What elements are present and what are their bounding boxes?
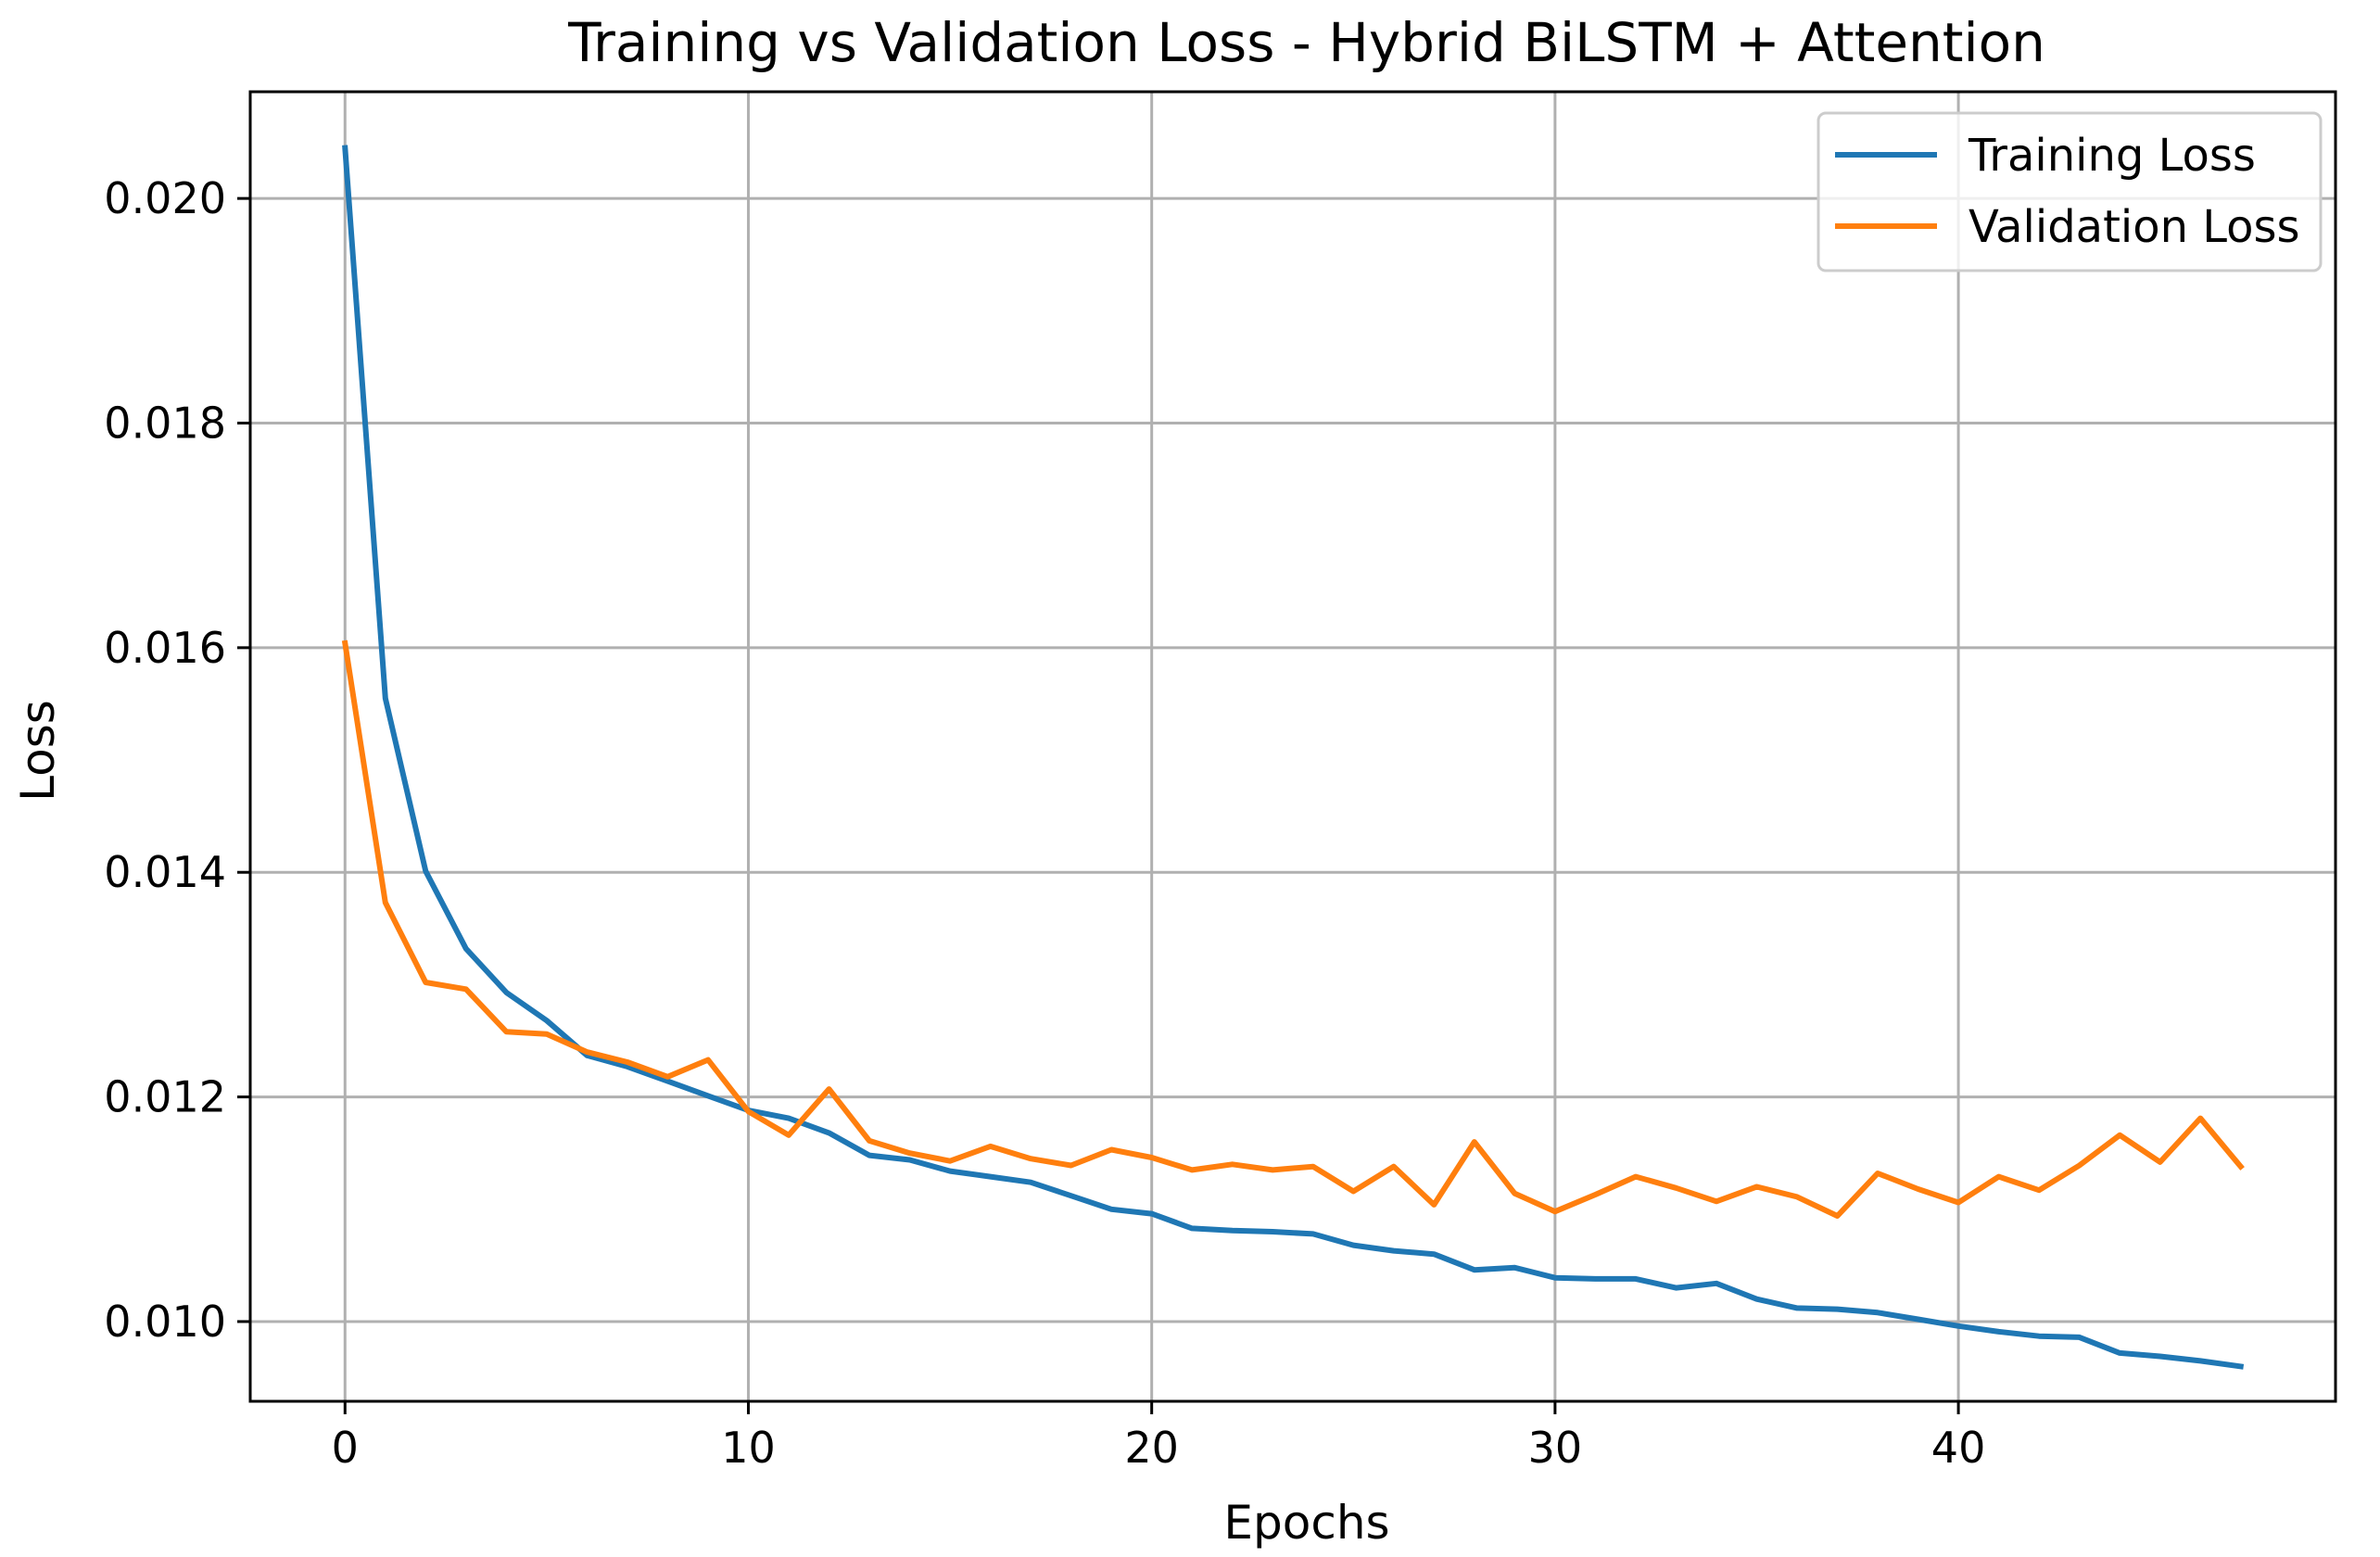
x-tick-label: 20 [1124,1423,1179,1473]
x-axis-label: Epochs [1223,1496,1389,1550]
validation-loss-line [341,639,2245,1219]
y-tick-label: 0.020 [104,173,226,223]
x-tick-label: 10 [721,1423,776,1473]
x-tick-label: 40 [1931,1423,1986,1473]
series-lines [341,145,2245,1370]
legend-label-training: Training Loss [1968,130,2256,182]
y-tick-label: 0.014 [104,847,226,897]
plot-frame [248,90,2337,1403]
legend-frame [1817,111,2323,272]
chart-title: Training vs Validation Loss - Hybrid BiL… [567,11,2045,74]
y-tick-label: 0.010 [104,1297,226,1347]
legend: Training Loss Validation Loss [1817,111,2323,272]
training-loss-line [342,145,2245,1370]
axis-ticks: 0 10 20 30 40 0.010 0.012 0.014 0.016 0.018 0.020 [104,173,1985,1473]
y-tick-label: 0.018 [104,398,226,448]
y-tick-label: 0.012 [104,1072,226,1122]
x-tick-label: 30 [1528,1423,1583,1473]
legend-label-validation: Validation Loss [1969,201,2300,253]
y-tick-label: 0.016 [104,623,226,673]
x-tick-label: 0 [332,1423,359,1473]
y-axis-label: Loss [11,700,65,802]
grid [250,92,2336,1401]
